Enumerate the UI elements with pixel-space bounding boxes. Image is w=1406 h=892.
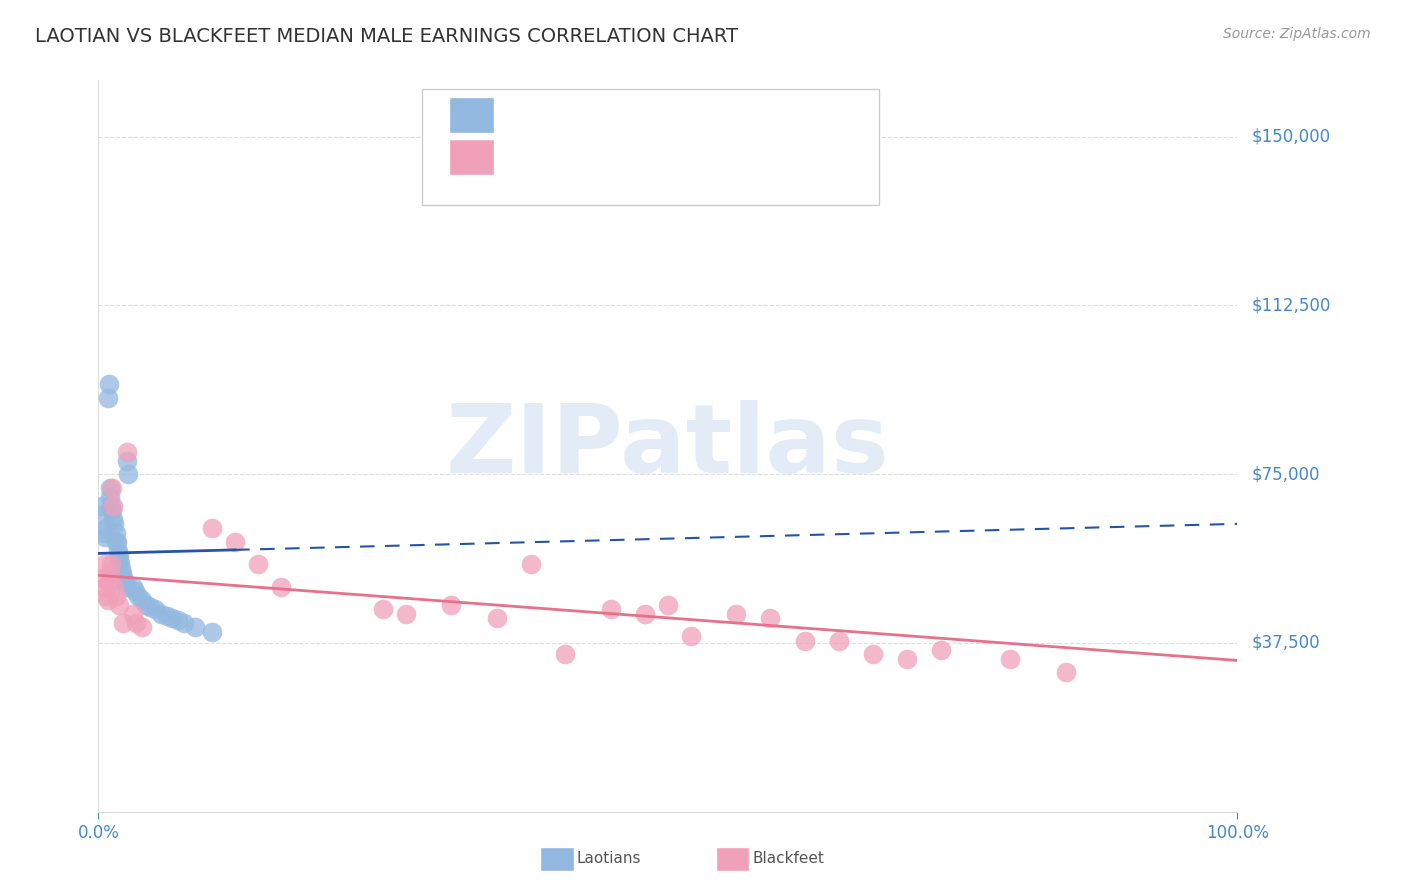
Point: [124, 584, 146, 599]
Point: [97, 575, 120, 590]
Point: [111, 566, 134, 581]
Point: [98, 481, 121, 495]
Point: [117, 467, 139, 482]
Text: Blackfeet: Blackfeet: [752, 852, 824, 866]
Point: [96, 589, 118, 603]
Point: [105, 534, 128, 549]
Point: [91, 508, 114, 522]
Point: [201, 624, 224, 639]
Point: [115, 444, 138, 458]
Point: [173, 615, 195, 630]
Point: [486, 611, 509, 625]
Point: [108, 557, 131, 571]
Point: [135, 598, 157, 612]
Point: [759, 611, 782, 625]
Point: [96, 521, 118, 535]
Point: [150, 607, 173, 621]
Text: N = 41: N = 41: [668, 108, 730, 126]
Text: -0.509: -0.509: [562, 150, 621, 168]
Text: R =: R =: [510, 150, 541, 168]
Point: [184, 620, 207, 634]
Point: [104, 534, 127, 549]
Text: Laotians: Laotians: [576, 852, 641, 866]
Text: N = 41: N = 41: [668, 150, 730, 168]
Point: [138, 599, 160, 614]
Point: [554, 647, 576, 661]
Point: [91, 571, 114, 585]
Point: [100, 557, 122, 571]
Point: [371, 602, 394, 616]
Text: $75,000: $75,000: [1251, 465, 1320, 483]
Point: [104, 589, 127, 603]
Point: [121, 580, 143, 594]
Point: [103, 580, 125, 594]
Point: [112, 571, 135, 585]
Point: [108, 552, 131, 566]
Point: [93, 580, 115, 594]
Point: [600, 602, 623, 616]
Text: LAOTIAN VS BLACKFEET MEDIAN MALE EARNINGS CORRELATION CHART: LAOTIAN VS BLACKFEET MEDIAN MALE EARNING…: [35, 27, 738, 45]
Point: [125, 615, 148, 630]
Point: [107, 543, 129, 558]
Point: [127, 589, 149, 603]
Point: [725, 607, 748, 621]
Point: [96, 391, 118, 405]
Point: [114, 580, 136, 594]
Point: [121, 607, 143, 621]
Point: [793, 633, 815, 648]
Point: [115, 453, 138, 467]
Point: [98, 490, 121, 504]
Point: [131, 620, 153, 634]
Point: [862, 647, 884, 661]
Point: [103, 516, 125, 531]
Point: [101, 503, 124, 517]
Point: [101, 481, 124, 495]
Point: [98, 566, 121, 581]
Point: [114, 575, 136, 590]
Point: [112, 615, 135, 630]
Text: $150,000: $150,000: [1251, 128, 1330, 145]
Point: [162, 611, 184, 625]
Point: [110, 562, 132, 576]
Point: [270, 580, 292, 594]
Point: [104, 525, 127, 540]
Point: [131, 593, 153, 607]
Text: Source: ZipAtlas.com: Source: ZipAtlas.com: [1223, 27, 1371, 41]
Point: [90, 499, 112, 513]
Point: [94, 530, 117, 544]
Point: [520, 557, 543, 571]
Point: [96, 593, 118, 607]
Point: [167, 614, 190, 628]
Point: [828, 633, 851, 648]
Point: [201, 521, 224, 535]
Text: ZIPatlas: ZIPatlas: [446, 400, 890, 492]
Text: $112,500: $112,500: [1251, 296, 1330, 314]
Point: [634, 607, 657, 621]
Point: [929, 642, 952, 657]
Point: [998, 651, 1021, 665]
Point: [395, 607, 418, 621]
Point: [145, 602, 167, 616]
Point: [108, 598, 131, 612]
Point: [103, 512, 125, 526]
Point: [246, 557, 269, 571]
Point: [224, 534, 246, 549]
Point: [1054, 665, 1078, 680]
Text: 0.012: 0.012: [569, 108, 621, 126]
Point: [97, 377, 120, 392]
Point: [679, 629, 702, 643]
Point: [94, 557, 117, 571]
Point: [156, 608, 179, 623]
Point: [108, 548, 131, 562]
Point: [440, 598, 463, 612]
Point: [896, 651, 918, 665]
Text: R =: R =: [510, 108, 541, 126]
Point: [657, 598, 679, 612]
Point: [100, 499, 122, 513]
Point: [93, 525, 115, 540]
Text: $37,500: $37,500: [1251, 634, 1320, 652]
Point: [103, 499, 125, 513]
